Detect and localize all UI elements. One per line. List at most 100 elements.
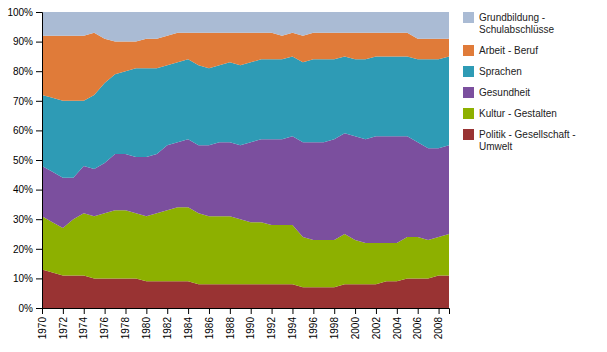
tick: 1988 — [225, 308, 236, 339]
tick: 60% — [13, 125, 42, 136]
tick-label: 0% — [19, 303, 34, 314]
tick-label: 2008 — [433, 317, 444, 340]
tick-label: 1996 — [308, 317, 319, 340]
tick-mark — [251, 308, 252, 314]
legend-swatch — [463, 129, 474, 140]
legend-item: Kultur - Gestalten — [463, 108, 557, 120]
tick-label: 1990 — [245, 317, 256, 340]
tick-mark — [63, 308, 64, 314]
tick-mark — [209, 308, 210, 314]
tick-label: 80% — [13, 66, 33, 77]
tick-mark — [439, 308, 440, 314]
tick-mark — [188, 308, 189, 314]
tick: 1990 — [245, 308, 256, 339]
tick: 1984 — [183, 308, 194, 339]
tick-mark — [36, 130, 42, 131]
legend-label: Kultur - Gestalten — [479, 108, 557, 119]
legend-label-line: Politik - Gesellschaft - — [479, 129, 576, 140]
tick-mark — [355, 308, 356, 314]
tick-label: 1982 — [162, 317, 173, 340]
tick-label: 1986 — [204, 317, 215, 340]
tick-label: 1978 — [120, 317, 131, 340]
tick: 70% — [13, 96, 42, 107]
tick-label: 2006 — [412, 317, 423, 340]
tick: 1978 — [120, 308, 131, 339]
legend-item: Grundbildung -Schulabschlüsse — [463, 12, 554, 35]
tick: 50% — [13, 155, 42, 166]
plot: 1970 1972 1974 1976 1978 1980 1982 1984 1986 1988… — [7, 7, 449, 340]
area — [42, 33, 449, 101]
legend-swatch — [463, 87, 474, 98]
tick-label: 10% — [13, 273, 33, 284]
tick-mark — [418, 308, 419, 314]
tick-mark — [313, 308, 314, 314]
tick-label: 2004 — [392, 317, 403, 340]
chart: 1970 1972 1974 1976 1978 1980 1982 1984 1986 1988… — [0, 0, 607, 352]
tick-label: 100% — [7, 7, 33, 18]
tick-mark — [36, 160, 42, 161]
area — [42, 12, 449, 42]
tick-mark — [272, 308, 273, 314]
tick: 1996 — [308, 308, 319, 339]
legend-label: Gesundheit — [479, 87, 530, 98]
tick: 2000 — [350, 308, 361, 339]
tick: 1994 — [287, 308, 298, 339]
tick: 20% — [13, 244, 42, 255]
tick-label: 2000 — [350, 317, 361, 340]
tick-mark — [146, 308, 147, 314]
legend-label-line: Kultur - Gestalten — [479, 108, 557, 119]
tick: 1992 — [266, 308, 277, 339]
tick-label: 1976 — [99, 317, 110, 340]
tick-label: 30% — [13, 214, 33, 225]
legend-label-line: Schulabschlüsse — [479, 24, 554, 35]
tick: 2004 — [392, 308, 403, 339]
tick: 10% — [13, 273, 42, 284]
legend-item: Sprachen — [463, 66, 522, 78]
legend: Grundbildung -Schulabschlüsse Arbeit - Be… — [463, 12, 576, 152]
legend-label: Grundbildung -Schulabschlüsse — [479, 12, 554, 35]
legend-swatch — [463, 12, 474, 23]
tick: 1972 — [58, 308, 69, 339]
tick-mark — [230, 308, 231, 314]
tick-label: 1980 — [141, 317, 152, 340]
tick-label: 90% — [13, 36, 33, 47]
tick-mark — [36, 12, 42, 13]
legend-item: Gesundheit — [463, 87, 530, 99]
tick-label: 50% — [13, 155, 33, 166]
tick-label: 60% — [13, 125, 33, 136]
legend-label: Arbeit - Beruf — [479, 45, 538, 56]
tick: 1982 — [162, 308, 173, 339]
tick-label: 1998 — [329, 317, 340, 340]
tick-label: 1992 — [266, 317, 277, 340]
x-axis: 1970 1972 1974 1976 1978 1980 1982 1984 1986 1988… — [37, 308, 450, 339]
legend-item: Politik - Gesellschaft -Umwelt — [463, 129, 576, 152]
tick: 1974 — [78, 308, 89, 339]
tick: 1998 — [329, 308, 340, 339]
tick: 2002 — [371, 308, 382, 339]
legend-label-line: Gesundheit — [479, 87, 530, 98]
tick-label: 1984 — [183, 317, 194, 340]
tick-mark — [36, 278, 42, 279]
tick: 100% — [7, 7, 42, 18]
tick-mark — [125, 308, 126, 314]
tick-mark — [36, 219, 42, 220]
tick-label: 1994 — [287, 317, 298, 340]
areas — [42, 12, 449, 308]
tick-mark — [376, 308, 377, 314]
tick-mark — [36, 101, 42, 102]
legend-label: Politik - Gesellschaft -Umwelt — [479, 129, 576, 152]
tick: 40% — [13, 184, 42, 195]
legend-swatch — [463, 45, 474, 56]
legend-item: Arbeit - Beruf — [463, 45, 538, 57]
tick: 2008 — [433, 308, 444, 339]
y-axis: 0% 10% 20% 30% 40% 50% 60% 70% 80% 90% 100% — [7, 7, 42, 314]
legend-label: Sprachen — [479, 66, 522, 77]
legend-label-line: Sprachen — [479, 66, 522, 77]
tick-mark — [36, 308, 42, 309]
tick-mark — [84, 308, 85, 314]
tick-label: 40% — [13, 184, 33, 195]
tick-mark — [36, 190, 42, 191]
tick-label: 1972 — [58, 317, 69, 340]
tick-label: 1970 — [37, 317, 48, 340]
tick-mark — [334, 308, 335, 314]
